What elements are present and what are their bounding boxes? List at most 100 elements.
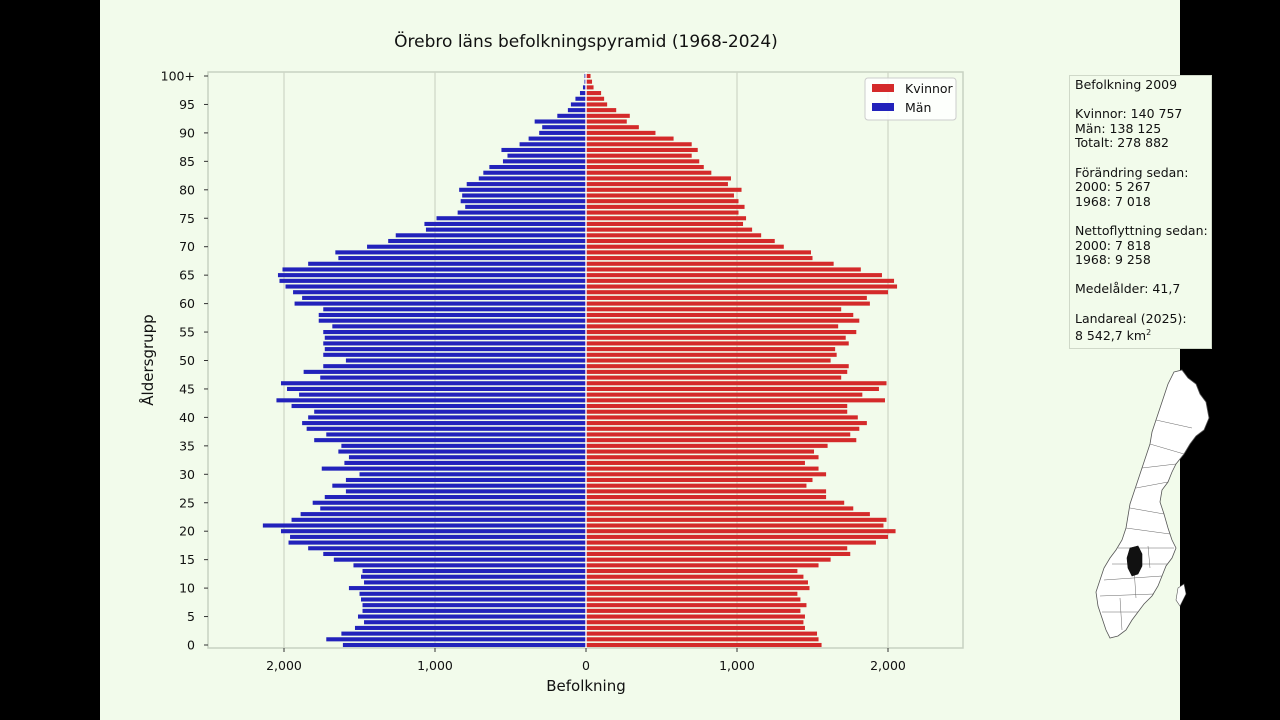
- bar-kvinnor: [586, 375, 842, 380]
- bar-kvinnor: [586, 119, 627, 124]
- info-women: Kvinnor: 140 757: [1075, 106, 1183, 122]
- bar-kvinnor: [586, 426, 860, 431]
- bar-man: [294, 301, 586, 306]
- y-tick-label: 45: [179, 381, 195, 396]
- legend-swatch-man: [872, 103, 894, 111]
- bar-kvinnor: [586, 608, 801, 613]
- bar-man: [345, 489, 586, 494]
- bar-man: [344, 460, 586, 465]
- y-axis-label: Åldersgrupp: [138, 314, 157, 405]
- bar-man: [333, 557, 586, 562]
- bar-kvinnor: [586, 546, 848, 551]
- x-tick-label: 1,000: [719, 658, 755, 673]
- legend-label-kvinnor: Kvinnor: [905, 81, 954, 96]
- bar-man: [314, 409, 586, 414]
- bar-man: [348, 586, 586, 591]
- info-area-unit-sup: 2: [1146, 328, 1152, 338]
- x-tick-label: 1,000: [417, 658, 453, 673]
- bar-man: [359, 591, 586, 596]
- legend-label-man: Män: [905, 100, 931, 115]
- bar-kvinnor: [586, 540, 876, 545]
- info-change-2000: 2000: 5 267: [1075, 179, 1151, 195]
- bar-man: [584, 73, 586, 79]
- bar-kvinnor: [586, 227, 753, 232]
- bar-kvinnor: [586, 170, 712, 175]
- info-title: Befolkning 2009: [1075, 77, 1178, 92]
- bar-man: [362, 603, 586, 608]
- gotland-island: [1175, 583, 1187, 607]
- bar-kvinnor: [586, 284, 898, 289]
- y-tick-label: 85: [179, 154, 195, 169]
- bar-man: [361, 574, 586, 579]
- bar-man: [436, 216, 586, 221]
- bar-kvinnor: [586, 250, 811, 255]
- y-tick-label: 15: [179, 552, 195, 567]
- bar-man: [291, 403, 586, 409]
- info-men: Män: 138 125: [1075, 120, 1162, 136]
- bar-man: [345, 477, 586, 483]
- bar-kvinnor: [586, 159, 700, 164]
- info-median-age: Medelålder: 41,7: [1075, 281, 1181, 297]
- bar-man: [364, 580, 586, 585]
- bar-man: [323, 551, 586, 557]
- chart-title: Örebro läns befolkningspyramid (1968-202…: [394, 30, 778, 52]
- y-tick-label: 95: [179, 97, 195, 112]
- bar-man: [341, 631, 586, 636]
- bar-kvinnor: [586, 221, 744, 226]
- bar-man: [280, 529, 586, 534]
- bar-kvinnor: [586, 398, 885, 403]
- bar-man: [502, 159, 586, 164]
- bar-kvinnor: [586, 347, 836, 352]
- bar-man: [341, 443, 586, 448]
- bar-kvinnor: [586, 415, 858, 420]
- bar-man: [318, 312, 586, 318]
- bar-man: [324, 347, 586, 352]
- bar-man: [584, 79, 586, 84]
- bar-kvinnor: [586, 199, 739, 204]
- bar-man: [306, 426, 586, 431]
- bar-man: [582, 85, 586, 90]
- bar-kvinnor: [586, 529, 896, 534]
- bar-kvinnor: [586, 335, 846, 340]
- y-tick-label: 35: [179, 438, 195, 453]
- bar-man: [299, 392, 586, 397]
- bar-kvinnor: [586, 307, 842, 312]
- bar-man: [324, 335, 586, 340]
- bar-kvinnor: [586, 477, 813, 483]
- bar-kvinnor: [586, 563, 819, 568]
- y-tick-labels: 0 5 10 15 20 25 30 35 40 45 50 55 60 65 70 75 80 85 90 95 10…: [161, 69, 208, 653]
- bar-man: [359, 472, 586, 477]
- bar-man: [567, 108, 586, 113]
- bar-kvinnor: [586, 534, 888, 539]
- bar-kvinnor: [586, 91, 602, 96]
- bar-man: [323, 352, 586, 357]
- bar-kvinnor: [586, 79, 593, 84]
- bar-kvinnor: [586, 392, 863, 397]
- bar-kvinnor: [586, 614, 805, 619]
- bar-man: [308, 261, 586, 266]
- bar-man: [290, 534, 586, 539]
- bar-man: [276, 398, 586, 403]
- bar-man: [519, 142, 586, 147]
- bar-kvinnor: [586, 216, 747, 221]
- info-area-value: 8 542,7 km2: [1075, 326, 1211, 344]
- bar-man: [323, 330, 586, 335]
- bar-kvinnor: [586, 130, 656, 135]
- bar-kvinnor: [586, 238, 775, 244]
- bar-kvinnor: [586, 466, 819, 471]
- bar-man: [332, 324, 586, 329]
- bar-man: [287, 386, 586, 391]
- bar-man: [321, 466, 586, 471]
- bar-kvinnor: [586, 164, 704, 170]
- y-tick-label: 60: [179, 296, 195, 311]
- x-axis-label: Befolkning: [546, 677, 626, 695]
- population-pyramid-chart: Örebro läns befolkningspyramid (1968-202…: [138, 30, 964, 695]
- legend: Kvinnor Män: [864, 77, 957, 121]
- y-tick-label: 90: [179, 125, 195, 140]
- bar-man: [288, 540, 586, 545]
- bar-man: [483, 170, 586, 175]
- bar-man: [280, 381, 586, 386]
- bar-kvinnor: [586, 637, 819, 642]
- info-net-1968: 1968: 9 258: [1075, 252, 1151, 268]
- bar-man: [338, 256, 586, 261]
